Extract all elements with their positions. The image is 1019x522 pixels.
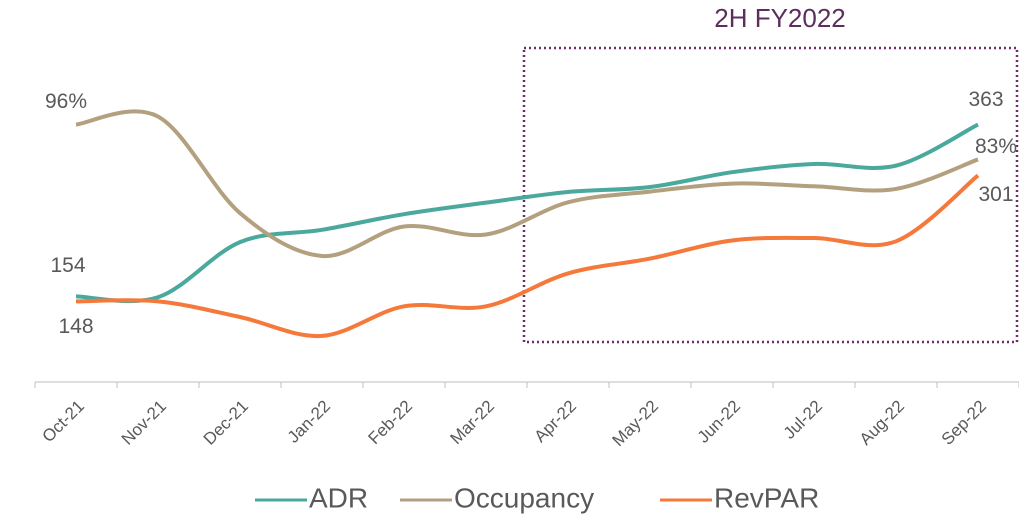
x-tick-label: Sep-22 — [938, 397, 990, 449]
legend-label: ADR — [309, 482, 368, 513]
data-label: 154 — [50, 254, 85, 277]
series-line — [75, 109, 979, 258]
x-tick-label: Feb-22 — [364, 397, 416, 449]
data-label: 148 — [58, 315, 93, 338]
x-tick-label: Dec-21 — [200, 397, 252, 449]
x-tick-label: Oct-21 — [38, 397, 88, 447]
series-line — [75, 173, 980, 338]
data-label: 301 — [978, 183, 1013, 206]
x-tick-label: Jan-22 — [284, 397, 334, 447]
period-box — [522, 46, 1019, 344]
x-tick-label: Mar-22 — [446, 397, 498, 449]
x-tick-label: Aug-22 — [856, 397, 908, 449]
data-label: 96% — [45, 90, 87, 113]
legend-label: RevPAR — [714, 482, 819, 513]
legend-label: Occupancy — [454, 482, 594, 513]
data-label: 83% — [975, 135, 1017, 158]
x-tick-label: Jul-22 — [780, 397, 826, 443]
x-tick-label: Apr-22 — [530, 397, 580, 447]
data-label: 363 — [968, 88, 1003, 111]
series-line — [75, 122, 979, 304]
annotation: 2H FY2022 — [714, 3, 846, 33]
x-tick-label: Jun-22 — [694, 397, 744, 447]
x-tick-label: May-22 — [608, 397, 662, 451]
x-tick-label: Nov-21 — [118, 397, 170, 449]
